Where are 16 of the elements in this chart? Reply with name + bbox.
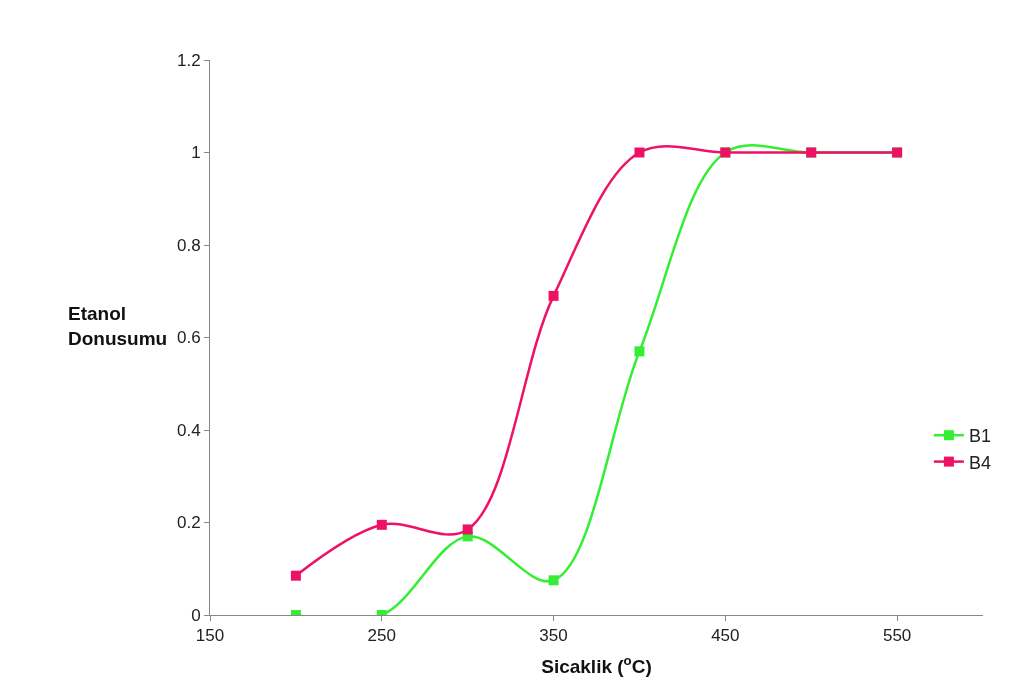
y-tick-label: 0.8 [176, 235, 201, 255]
y-tick-label: 0.6 [176, 328, 201, 348]
y-tick-label: 1 [191, 143, 201, 163]
x-tick-label: 550 [882, 626, 912, 646]
y-tick-label: 0.2 [176, 513, 201, 533]
x-tick-label: 450 [711, 626, 740, 646]
x-tick-label: 350 [539, 626, 568, 646]
legend-label: B1 [968, 426, 991, 447]
y-tick-label: 1.2 [176, 50, 201, 70]
x-axis-title: Sicaklik ($^{o}$C) [541, 653, 652, 678]
legend-label: B4 [968, 452, 991, 473]
x-tick-label: 250 [367, 626, 396, 646]
y-tick-label: 0.4 [176, 420, 201, 440]
y-tick-label: 0 [191, 605, 201, 625]
y-axis-title: Etanol Donusumu [68, 303, 168, 349]
x-tick-label: 150 [195, 626, 225, 646]
